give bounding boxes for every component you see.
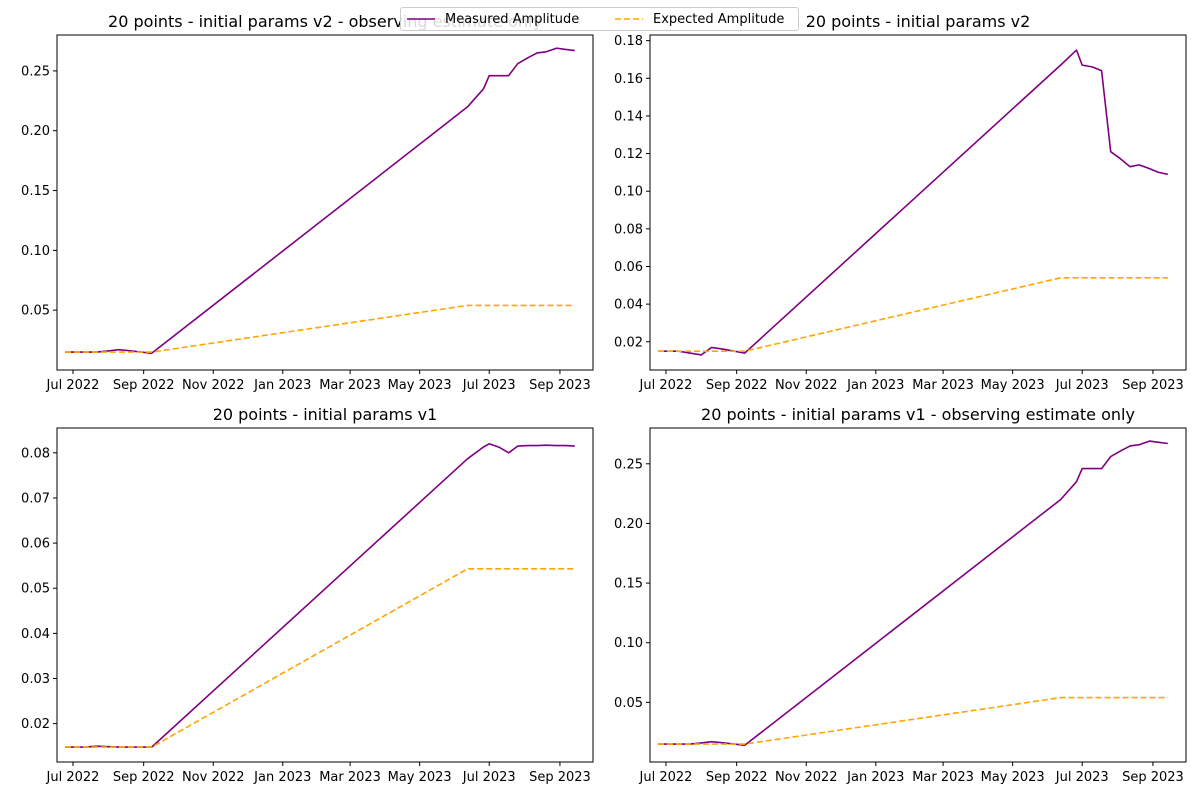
x-tick-label: Jan 2023	[846, 770, 904, 785]
x-tick-label: Nov 2022	[775, 378, 838, 393]
x-tick-label: Sep 2022	[706, 770, 768, 785]
x-tick-label: Jul 2023	[462, 770, 516, 785]
chart-panel-3: 20 points - initial params v1 Jul 2022 Sep…	[21, 405, 594, 785]
y-tick-label: 0.05	[21, 582, 50, 597]
x-tick-label: Jul 2022	[639, 770, 693, 785]
plot-frame	[649, 427, 1187, 763]
chart-panel-4: 20 points - initial params v1 - observin…	[614, 405, 1187, 785]
x-tick-label: Sep 2023	[529, 378, 591, 393]
series-line-measured	[65, 47, 575, 355]
plot-frame	[649, 34, 1187, 371]
chart-title: 20 points - initial params v2	[806, 12, 1031, 31]
y-tick-label: 0.04	[21, 627, 50, 642]
x-tick-label: Mar 2023	[319, 378, 381, 393]
x-tick-label: May 2023	[388, 378, 452, 393]
series-line-measured	[658, 440, 1168, 747]
x-tick-label: Sep 2022	[706, 378, 768, 393]
y-tick-label: 0.14	[614, 109, 643, 124]
series-line-expected	[65, 567, 575, 748]
y-tick-label: 0.10	[614, 636, 643, 651]
chart-panel-2: 20 points - initial params v2 Jul 2022 Sep…	[614, 12, 1187, 393]
x-tick-label: May 2023	[981, 378, 1045, 393]
plot-frame	[56, 34, 594, 371]
y-tick-label: 0.10	[614, 185, 643, 200]
x-tick-label: Jan 2023	[846, 378, 904, 393]
y-tick-label: 0.05	[614, 696, 643, 711]
y-tick-label: 0.02	[614, 335, 643, 350]
y-tick-label: 0.08	[614, 222, 643, 237]
x-tick-label: Jul 2022	[639, 378, 693, 393]
y-tick-label: 0.25	[614, 457, 643, 472]
y-tick-label: 0.03	[21, 672, 50, 687]
series-line-expected	[65, 304, 575, 353]
y-tick-label: 0.02	[21, 717, 50, 732]
chart-title: 20 points - initial params v1	[213, 405, 438, 424]
x-tick-label: Sep 2023	[529, 770, 591, 785]
y-tick-label: 0.10	[21, 244, 50, 259]
y-tick-label: 0.15	[21, 184, 50, 199]
y-tick-label: 0.06	[614, 260, 643, 275]
x-tick-label: Mar 2023	[912, 770, 974, 785]
y-tick-label: 0.05	[21, 304, 50, 319]
legend-item-expected: Expected Amplitude	[615, 11, 784, 27]
x-tick-label: Jul 2023	[1055, 770, 1109, 785]
series-line-measured	[658, 49, 1168, 356]
legend-swatch-measured	[407, 18, 435, 20]
x-tick-label: Jan 2023	[253, 770, 311, 785]
y-tick-label: 0.20	[21, 124, 50, 139]
x-tick-label: Mar 2023	[912, 378, 974, 393]
legend-label-measured: Measured Amplitude	[445, 11, 580, 27]
x-tick-label: Jul 2023	[462, 378, 516, 393]
x-tick-label: Sep 2022	[113, 770, 175, 785]
y-tick-label: 0.07	[21, 491, 50, 506]
chart-title: 20 points - initial params v1 - observin…	[701, 405, 1135, 424]
x-tick-label: Sep 2022	[113, 378, 175, 393]
y-tick-label: 0.08	[21, 446, 50, 461]
y-tick-label: 0.12	[614, 147, 643, 162]
y-tick-label: 0.18	[614, 34, 643, 49]
x-tick-label: Nov 2022	[775, 770, 838, 785]
series-line-measured	[65, 442, 575, 748]
legend-label-expected: Expected Amplitude	[653, 11, 785, 27]
series-line-expected	[658, 696, 1168, 745]
series-line-expected	[658, 276, 1168, 353]
x-tick-label: Sep 2023	[1122, 770, 1184, 785]
chart-panel-1: 20 points - initial params v2 - observin…	[21, 12, 594, 393]
y-tick-label: 0.04	[614, 298, 643, 313]
y-tick-label: 0.25	[21, 64, 50, 79]
x-tick-label: Jan 2023	[253, 378, 311, 393]
x-tick-label: Jul 2023	[1055, 378, 1109, 393]
plot-frame	[56, 427, 594, 763]
y-tick-label: 0.16	[614, 72, 643, 87]
x-tick-label: Sep 2023	[1122, 378, 1184, 393]
x-tick-label: Nov 2022	[182, 770, 245, 785]
y-tick-label: 0.20	[614, 517, 643, 532]
x-tick-label: May 2023	[388, 770, 452, 785]
x-tick-label: May 2023	[981, 770, 1045, 785]
y-tick-label: 0.06	[21, 537, 50, 552]
x-tick-label: Jul 2022	[46, 770, 100, 785]
legend-item-measured: Measured Amplitude	[407, 11, 579, 27]
x-tick-label: Nov 2022	[182, 378, 245, 393]
x-tick-label: Jul 2022	[46, 378, 100, 393]
legend: Measured Amplitude Expected Amplitude	[400, 7, 799, 31]
legend-swatch-expected	[615, 18, 643, 20]
y-tick-label: 0.15	[614, 577, 643, 592]
x-tick-label: Mar 2023	[319, 770, 381, 785]
